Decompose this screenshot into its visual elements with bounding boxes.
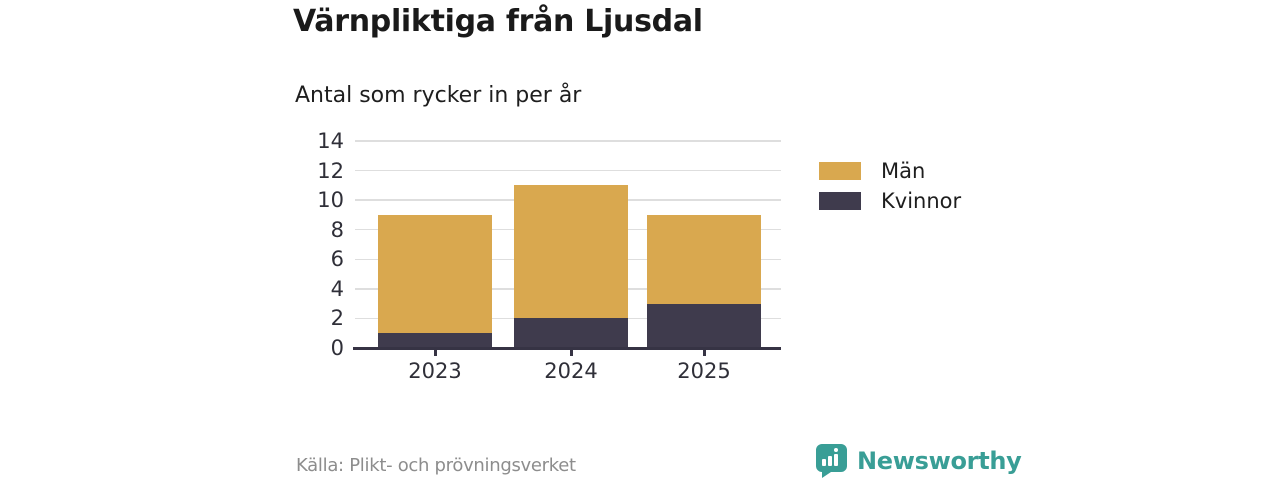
speech-bubble-bar-chart-icon — [816, 444, 847, 478]
legend-item-män: Män — [819, 159, 961, 183]
chart-plot-area: 0 2 4 6 8 10 12 14 2023 2024 2025 — [317, 129, 781, 383]
legend-label: Män — [881, 159, 926, 183]
page-title: Värnpliktiga från Ljusdal — [293, 4, 703, 39]
legend-label: Kvinnor — [881, 189, 962, 213]
chart-subtitle: Antal som rycker in per år — [295, 83, 582, 108]
y-axis-tick-label: 14 — [317, 129, 344, 153]
bar-segment-kvinnor — [378, 333, 492, 348]
legend-swatch — [819, 162, 861, 180]
chart-legend: Män Kvinnor — [819, 159, 962, 222]
legend-item-kvinnor: Kvinnor — [819, 189, 962, 213]
bar-segment-män — [514, 185, 628, 319]
x-axis-tick — [570, 349, 573, 356]
gridline — [355, 169, 781, 172]
y-axis-tick-label: 2 — [330, 306, 344, 331]
y-axis-tick-label: 8 — [330, 217, 344, 242]
x-axis-tick-label: 2024 — [544, 359, 598, 383]
bar-segment-kvinnor — [647, 303, 761, 348]
y-axis-tick-label: 4 — [330, 276, 344, 301]
x-axis-tick-label: 2025 — [677, 359, 731, 383]
x-axis-tick-label: 2023 — [408, 359, 462, 383]
x-axis-line — [353, 346, 781, 350]
brand-logo: Newsworthy — [814, 443, 1022, 478]
source-note: Källa: Plikt- och prövningsverket — [296, 455, 576, 476]
brand-name: Newsworthy — [857, 446, 1022, 475]
x-axis-tick — [434, 349, 437, 356]
bar-segment-kvinnor — [514, 318, 628, 348]
gridline — [355, 140, 781, 142]
y-axis-tick-label: 10 — [317, 188, 344, 213]
legend-swatch — [819, 192, 861, 210]
y-axis-tick-label: 12 — [317, 158, 344, 183]
bar-segment-män — [647, 214, 761, 304]
y-axis-tick-label: 0 — [330, 336, 344, 360]
bar-segment-män — [378, 214, 492, 334]
y-axis-tick-label: 6 — [330, 247, 344, 272]
x-axis-tick — [703, 349, 706, 356]
